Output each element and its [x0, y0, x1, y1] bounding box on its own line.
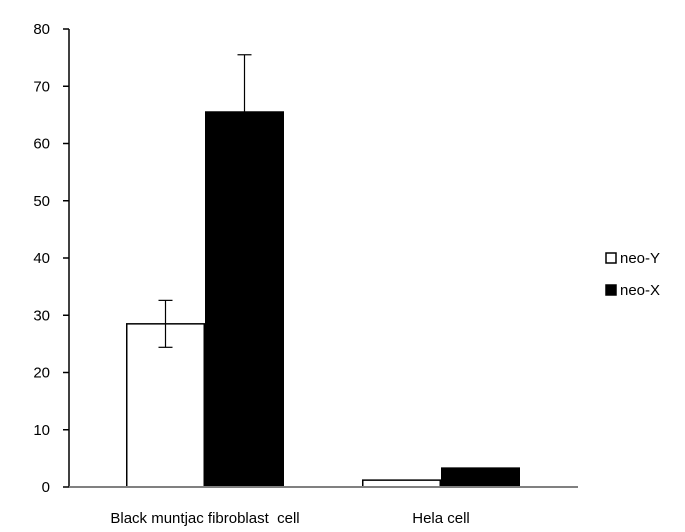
x-axis: Black muntjac fibroblast cell Hela cell	[69, 486, 578, 527]
y-tick-label: 40	[33, 250, 50, 267]
y-tick-label: 0	[42, 479, 50, 496]
x-category-label: Black muntjac fibroblast cell	[110, 510, 299, 527]
y-tick-label: 10	[33, 422, 50, 439]
bar-neo-x-0	[205, 111, 284, 488]
legend-swatch	[605, 252, 617, 264]
bars	[126, 111, 520, 488]
bar-neo-x-1	[441, 467, 520, 488]
y-tick-label: 30	[33, 307, 50, 324]
y-tick-label: 50	[33, 193, 50, 210]
legend-swatch	[605, 284, 617, 296]
x-category-label: Hela cell	[412, 510, 470, 527]
bar-neo-y-0	[126, 323, 205, 488]
error-bars	[158, 54, 252, 348]
y-tick-label: 20	[33, 365, 50, 382]
bar-neo-y-1	[362, 479, 441, 488]
legend-label: neo-Y	[620, 250, 660, 267]
legend-label: neo-X	[620, 282, 660, 299]
y-tick-label: 80	[33, 21, 50, 38]
legend: neo-Y neo-X	[605, 250, 660, 299]
y-axis: 0 10 20 30 40 50 60 70 80	[33, 21, 70, 496]
y-tick-label: 60	[33, 136, 50, 153]
y-tick-label: 70	[33, 78, 50, 95]
